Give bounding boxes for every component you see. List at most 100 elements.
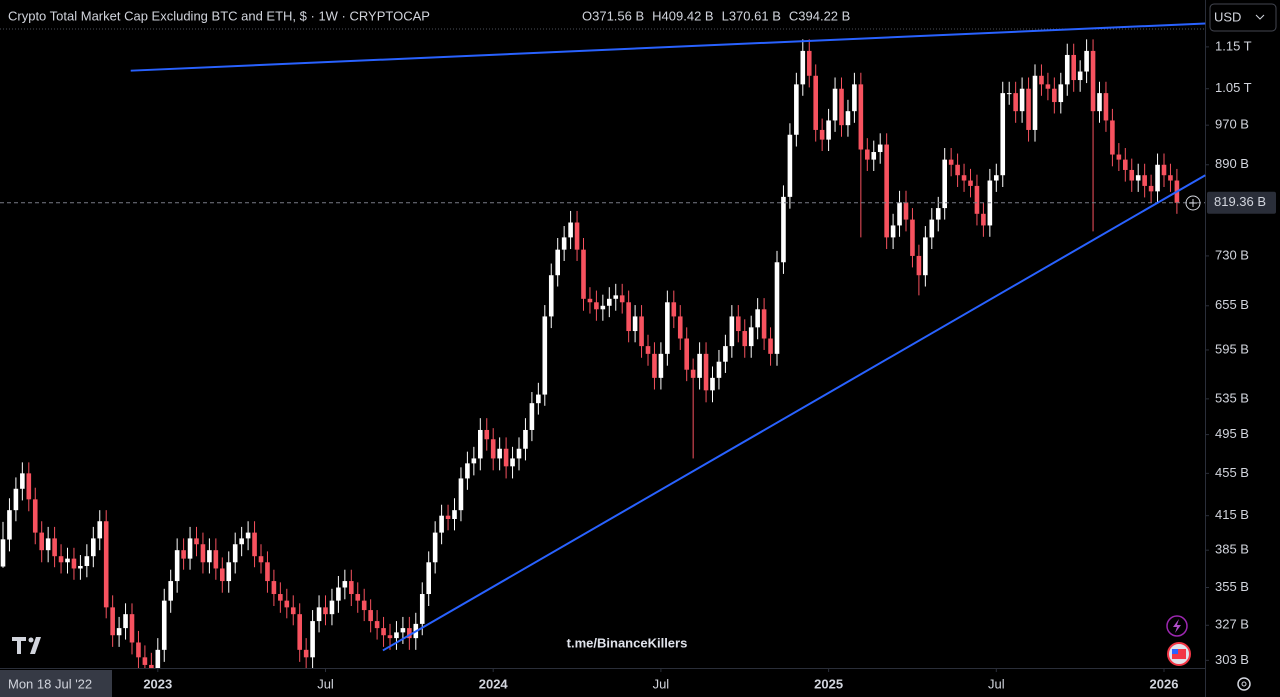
candle-body <box>845 111 851 126</box>
candle-body <box>71 558 77 569</box>
candle-body <box>800 50 806 85</box>
candle-body <box>1142 175 1147 186</box>
crosshair-label: Mon 18 Jul '22 <box>8 676 92 691</box>
candle-body <box>613 295 619 299</box>
candle-body <box>129 614 135 643</box>
candle-body <box>510 458 515 467</box>
candle-body <box>645 346 651 354</box>
candle-body <box>1013 93 1018 112</box>
candle-body <box>258 556 264 563</box>
candle-body <box>981 213 986 226</box>
candle-body <box>471 458 477 464</box>
candle-body <box>632 316 638 332</box>
x-tick-label: Jul <box>988 676 1005 691</box>
x-tick-label: 2025 <box>814 676 843 691</box>
y-tick-label: 327 B <box>1215 617 1249 632</box>
candle-body <box>716 361 722 378</box>
trendline <box>382 174 1206 652</box>
candle-body <box>213 550 219 569</box>
candle-body <box>32 499 38 533</box>
y-tick-label: 655 B <box>1215 297 1249 312</box>
candle-body <box>1110 120 1115 155</box>
candle-body <box>155 649 161 668</box>
candle-body <box>174 550 180 582</box>
dropdown-arrow <box>1255 14 1265 20</box>
candle-body <box>542 316 548 395</box>
candle-body <box>1135 175 1141 181</box>
ohlc-value: C394.22 B <box>789 8 850 23</box>
candle-body <box>265 562 270 582</box>
candle-body <box>1103 93 1109 121</box>
candle-body <box>968 180 973 186</box>
candle-body <box>1026 88 1031 130</box>
events-icon[interactable] <box>1167 642 1191 666</box>
y-tick-label: 385 B <box>1215 542 1249 557</box>
candle-body <box>407 628 412 639</box>
candle-body <box>497 448 502 459</box>
x-tick-label: 2024 <box>479 676 509 691</box>
candle-body <box>97 521 103 539</box>
candle-body <box>381 628 386 636</box>
candle-body <box>465 463 470 479</box>
ohlc-value: H409.42 B <box>652 8 713 23</box>
chart-title: Crypto Total Market Cap Excluding BTC an… <box>8 8 430 23</box>
flash-icon[interactable] <box>1166 615 1188 637</box>
candle-body <box>619 295 625 303</box>
candle-body <box>13 488 19 511</box>
currency-label[interactable]: USD <box>1214 9 1241 24</box>
currency-button[interactable] <box>1209 3 1277 32</box>
candle-body <box>897 202 902 226</box>
candle-body <box>490 439 496 459</box>
candle-body <box>1006 93 1012 95</box>
candle-body <box>400 628 406 633</box>
candle-body <box>710 377 715 391</box>
candle-body <box>323 607 328 615</box>
candle-body <box>1148 185 1154 192</box>
add-alert-button[interactable] <box>1185 195 1201 211</box>
candle-body <box>123 614 128 629</box>
y-tick-label: 535 B <box>1215 390 1249 405</box>
candle-body <box>961 175 967 181</box>
candle-body <box>1045 84 1051 89</box>
trendline <box>130 22 1206 72</box>
candle-body <box>781 196 786 263</box>
candle-body <box>561 237 567 250</box>
candle-body <box>252 532 257 557</box>
candle-body <box>994 175 999 181</box>
candle-body <box>336 587 341 601</box>
candle-body <box>581 249 586 299</box>
candle-body <box>1097 93 1102 112</box>
candle-body <box>755 309 760 328</box>
candle-body <box>65 558 70 563</box>
candle-body <box>903 202 909 220</box>
x-tick-label: 2026 <box>1150 676 1179 691</box>
candle-body <box>574 222 580 250</box>
candle-body <box>536 394 541 404</box>
candle-body <box>194 538 199 545</box>
candle-body <box>161 600 167 650</box>
candle-body <box>290 607 296 615</box>
candle-body <box>394 632 399 639</box>
last-price-bg <box>1207 191 1276 214</box>
candle-body <box>84 556 90 566</box>
x-tick-label: Jul <box>653 676 670 691</box>
candle-body <box>1168 175 1173 181</box>
candle-body <box>355 594 361 601</box>
settings-icon[interactable] <box>1237 677 1251 691</box>
candle-body <box>594 302 599 310</box>
y-tick-label: 495 B <box>1215 426 1249 441</box>
candle-body <box>813 75 818 130</box>
candle-body <box>220 568 225 582</box>
candle-body <box>690 369 696 378</box>
candle-body <box>207 550 212 563</box>
candle-body <box>7 510 12 540</box>
candle-body <box>1058 84 1064 103</box>
candle-body <box>1071 54 1076 81</box>
y-tick-label: 455 B <box>1215 465 1249 480</box>
ohlc-header: O371.56 B H409.42 B L370.61 B C394.22 B <box>582 8 850 23</box>
candle-body <box>587 298 593 303</box>
candle-body <box>297 614 302 650</box>
candle-body <box>923 237 928 276</box>
candle-body <box>1084 50 1089 72</box>
candle-body <box>149 664 154 668</box>
